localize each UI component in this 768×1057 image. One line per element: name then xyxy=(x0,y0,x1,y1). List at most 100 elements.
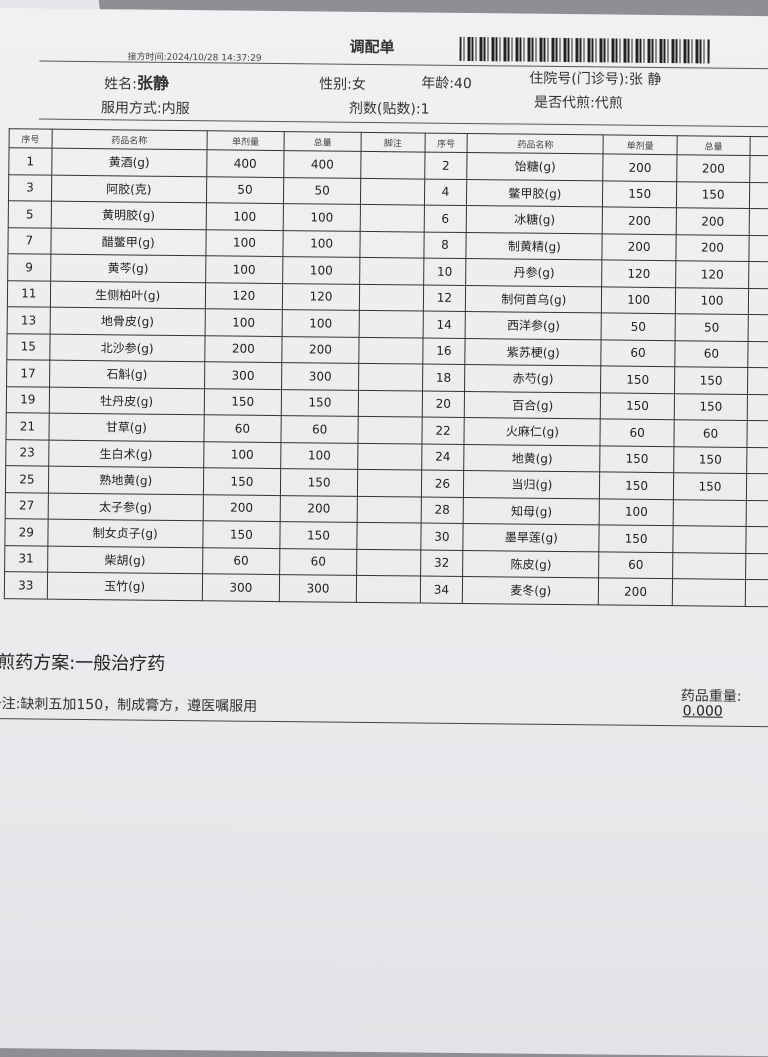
footnote xyxy=(359,230,424,259)
weight-value: 0.000 xyxy=(682,703,723,720)
column-header: 序号 xyxy=(424,133,468,153)
single-dose: 150 xyxy=(599,524,673,553)
single-dose: 150 xyxy=(600,392,675,420)
footnote xyxy=(356,548,421,577)
single-dose: 120 xyxy=(205,282,283,310)
usage-method: 服用方式:内服 xyxy=(100,100,190,118)
page-title: 调配单 xyxy=(349,37,395,57)
row-number: 18 xyxy=(422,364,466,391)
medicine-name: 饴糖(g) xyxy=(467,152,604,181)
total-dose: 120 xyxy=(675,260,749,288)
column-header: 总量 xyxy=(284,131,362,152)
single-dose: 60 xyxy=(598,551,673,579)
medicine-name: 北沙参(g) xyxy=(49,333,205,362)
row-number: 10 xyxy=(423,258,467,285)
single-dose: 200 xyxy=(202,494,281,522)
medicine-name: 当归(g) xyxy=(463,470,601,499)
single-dose: 150 xyxy=(602,180,677,208)
medicine-name: 生白术(g) xyxy=(48,439,204,468)
row-number: 7 xyxy=(7,227,51,255)
footnote xyxy=(745,579,768,607)
total-dose: 200 xyxy=(280,495,358,523)
footnote xyxy=(356,575,421,603)
row-number: 22 xyxy=(421,417,465,444)
medicine-name: 阿胶(克) xyxy=(51,174,207,203)
column-header: 单剂量 xyxy=(206,130,285,151)
hospital-number: 住院号(门诊号):张 静 xyxy=(529,70,662,89)
footnote xyxy=(749,208,768,236)
single-dose: 50 xyxy=(206,176,284,204)
footnote xyxy=(747,420,768,448)
medicine-name: 西洋参(g) xyxy=(465,311,602,340)
total-dose: 150 xyxy=(673,446,748,474)
footnote xyxy=(358,389,423,418)
name-value: 张静 xyxy=(136,73,170,93)
total-dose xyxy=(672,499,747,527)
footnote xyxy=(359,283,424,312)
decoction-plan: 煎药方案:一般治疗药 xyxy=(0,652,166,675)
total-dose: 150 xyxy=(281,389,359,417)
medicine-name: 麦冬(g) xyxy=(462,576,599,605)
single-dose: 200 xyxy=(204,335,283,363)
row-number: 14 xyxy=(422,311,466,338)
single-dose: 120 xyxy=(602,259,676,288)
name-label: 姓名: xyxy=(104,76,138,93)
single-dose: 50 xyxy=(601,312,676,341)
row-number: 32 xyxy=(420,549,464,577)
medicine-name: 太子参(g) xyxy=(47,492,204,521)
medicine-name: 制黄精(g) xyxy=(466,232,603,260)
total-dose: 100 xyxy=(282,256,360,284)
row-number: 15 xyxy=(6,333,50,361)
total-dose: 200 xyxy=(676,154,751,182)
footnote xyxy=(356,522,421,550)
medicine-name: 生侧柏叶(g) xyxy=(50,280,206,309)
medicine-name: 赤芍(g) xyxy=(464,364,602,393)
single-dose: 300 xyxy=(202,573,280,602)
single-dose: 100 xyxy=(204,308,283,337)
remark: 备注:缺刺五加150，制成膏方，遵医嘱服用 xyxy=(0,696,258,715)
medicine-name: 玉竹(g) xyxy=(47,572,203,601)
row-number: 28 xyxy=(420,496,464,524)
total-dose: 60 xyxy=(673,419,748,447)
row-number: 2 xyxy=(424,152,468,180)
medicine-name: 墨旱莲(g) xyxy=(463,523,600,552)
total-dose: 60 xyxy=(674,340,749,368)
single-dose: 100 xyxy=(205,229,284,257)
footnote xyxy=(358,336,423,365)
single-dose: 60 xyxy=(601,339,675,367)
column-header: 脚注 xyxy=(750,136,768,157)
row-number: 1 xyxy=(8,147,52,175)
total-dose: 100 xyxy=(282,309,360,337)
column-header: 药品名称 xyxy=(467,133,604,154)
footnote xyxy=(749,155,768,183)
single-dose: 400 xyxy=(206,149,285,178)
footnote xyxy=(748,234,768,263)
decoction-option: 是否代煎:代煎 xyxy=(533,94,623,112)
medicine-name: 地骨皮(g) xyxy=(49,307,206,336)
total-dose: 200 xyxy=(676,207,750,235)
footnote xyxy=(360,204,425,232)
total-dose: 150 xyxy=(674,366,748,394)
total-dose: 60 xyxy=(279,548,357,576)
row-number: 34 xyxy=(419,576,463,603)
patient-name: 姓名:张静 xyxy=(104,69,169,94)
medicine-name: 熟地黄(g) xyxy=(48,466,204,495)
row-number: 11 xyxy=(7,280,51,308)
total-dose xyxy=(672,578,746,606)
medicine-name: 火麻仁(g) xyxy=(464,417,601,446)
column-header: 总量 xyxy=(676,135,751,156)
divider xyxy=(0,717,768,728)
row-number: 4 xyxy=(424,178,468,206)
footnote xyxy=(360,151,425,179)
total-dose: 50 xyxy=(674,313,749,341)
total-dose: 200 xyxy=(675,234,750,262)
footnote xyxy=(357,495,422,524)
footnote xyxy=(357,469,422,497)
total-dose: 100 xyxy=(675,287,749,315)
total-dose: 100 xyxy=(282,230,361,258)
medicine-name: 石斛(g) xyxy=(49,360,205,389)
footnote xyxy=(360,177,425,206)
total-dose: 150 xyxy=(673,472,747,500)
footnote xyxy=(358,416,422,444)
total-dose: 300 xyxy=(281,362,359,390)
